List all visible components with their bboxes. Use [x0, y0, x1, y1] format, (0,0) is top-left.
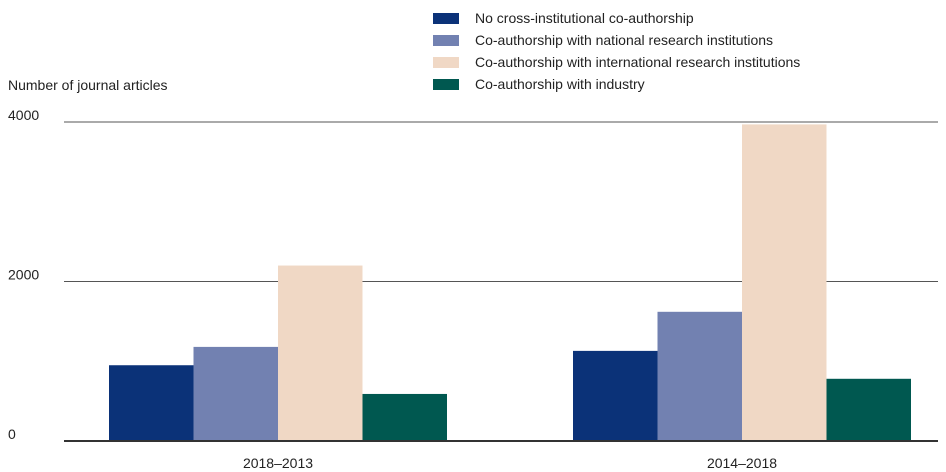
bar [278, 265, 363, 441]
bar [826, 378, 911, 441]
legend-swatch [433, 35, 459, 46]
bars [109, 124, 911, 441]
legend-swatch [433, 79, 459, 90]
legend-swatch [433, 13, 459, 24]
bar [362, 393, 447, 441]
bar [573, 350, 658, 441]
y-tick-label: 2000 [8, 267, 39, 283]
bar [193, 346, 278, 441]
legend-label: Co-authorship with industry [475, 76, 645, 92]
bar [657, 311, 742, 441]
legend-swatch [433, 57, 459, 68]
chart-legend: No cross-institutional co-authorship Co-a… [433, 10, 800, 92]
y-axis-label: Number of journal articles [8, 77, 168, 93]
legend-label: No cross-institutional co-authorship [475, 10, 694, 26]
y-tick-label: 4000 [8, 107, 39, 123]
x-axis: 2018–2013 2014–2018 [64, 440, 938, 471]
y-tick-label: 0 [8, 426, 16, 442]
y-axis: 0 2000 4000 [8, 107, 39, 442]
bar [742, 124, 827, 441]
legend-label: Co-authorship with international researc… [475, 54, 800, 70]
legend-label: Co-authorship with national research ins… [475, 32, 773, 48]
bar [109, 365, 194, 441]
x-tick-label: 2014–2018 [707, 455, 777, 471]
x-tick-label: 2018–2013 [243, 455, 313, 471]
